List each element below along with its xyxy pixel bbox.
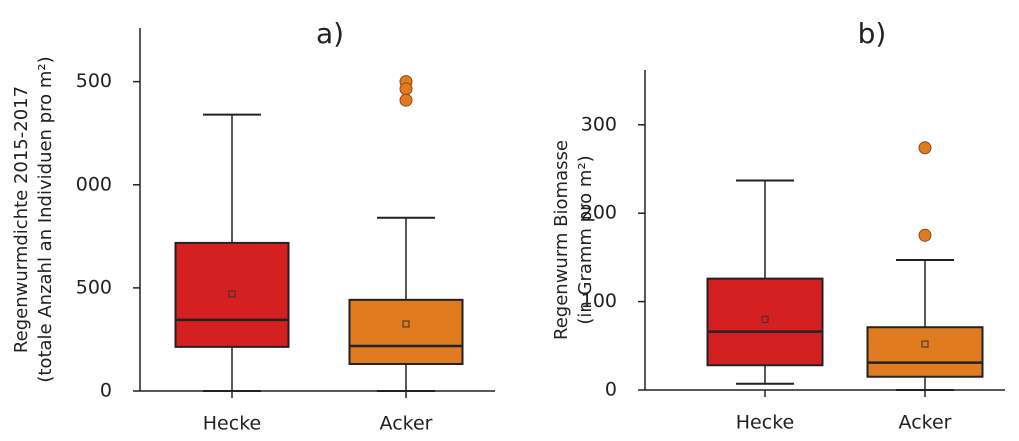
y-tick-label: 000: [76, 173, 112, 195]
y-tick-label: 200: [581, 202, 617, 224]
mean: [402, 320, 410, 328]
outlier: [918, 228, 932, 242]
x-tick-label: Acker: [899, 412, 952, 434]
y-tick-label: 300: [581, 113, 617, 135]
y-tick-label: 0: [605, 379, 617, 401]
outlier: [918, 141, 932, 155]
mean: [228, 290, 236, 298]
x-tick-label: Hecke: [736, 412, 794, 434]
outlier: [399, 82, 413, 96]
y-axis-label: Regenwurm Biomasse: [551, 140, 572, 340]
box: [348, 298, 464, 365]
mean: [761, 315, 769, 323]
y-axis-label: (in Gramm pro m²): [575, 155, 596, 324]
x-tick-label: Acker: [380, 413, 433, 435]
y-tick-label: 0: [100, 380, 112, 402]
outlier: [399, 93, 413, 107]
box: [174, 241, 290, 348]
y-tick-label: 100: [581, 290, 617, 312]
chart-title: a): [316, 17, 344, 50]
chart-title: b): [858, 17, 887, 50]
x-tick-label: Hecke: [203, 413, 261, 435]
y-axis-label: (totale Anzahl an Individuen pro m²): [35, 56, 56, 382]
y-tick-label: 500: [76, 276, 112, 298]
box: [866, 326, 984, 378]
y-tick-label: 500: [76, 70, 112, 92]
mean: [921, 340, 929, 348]
y-axis-label: Regenwurmdichte 2015-2017: [11, 86, 32, 353]
